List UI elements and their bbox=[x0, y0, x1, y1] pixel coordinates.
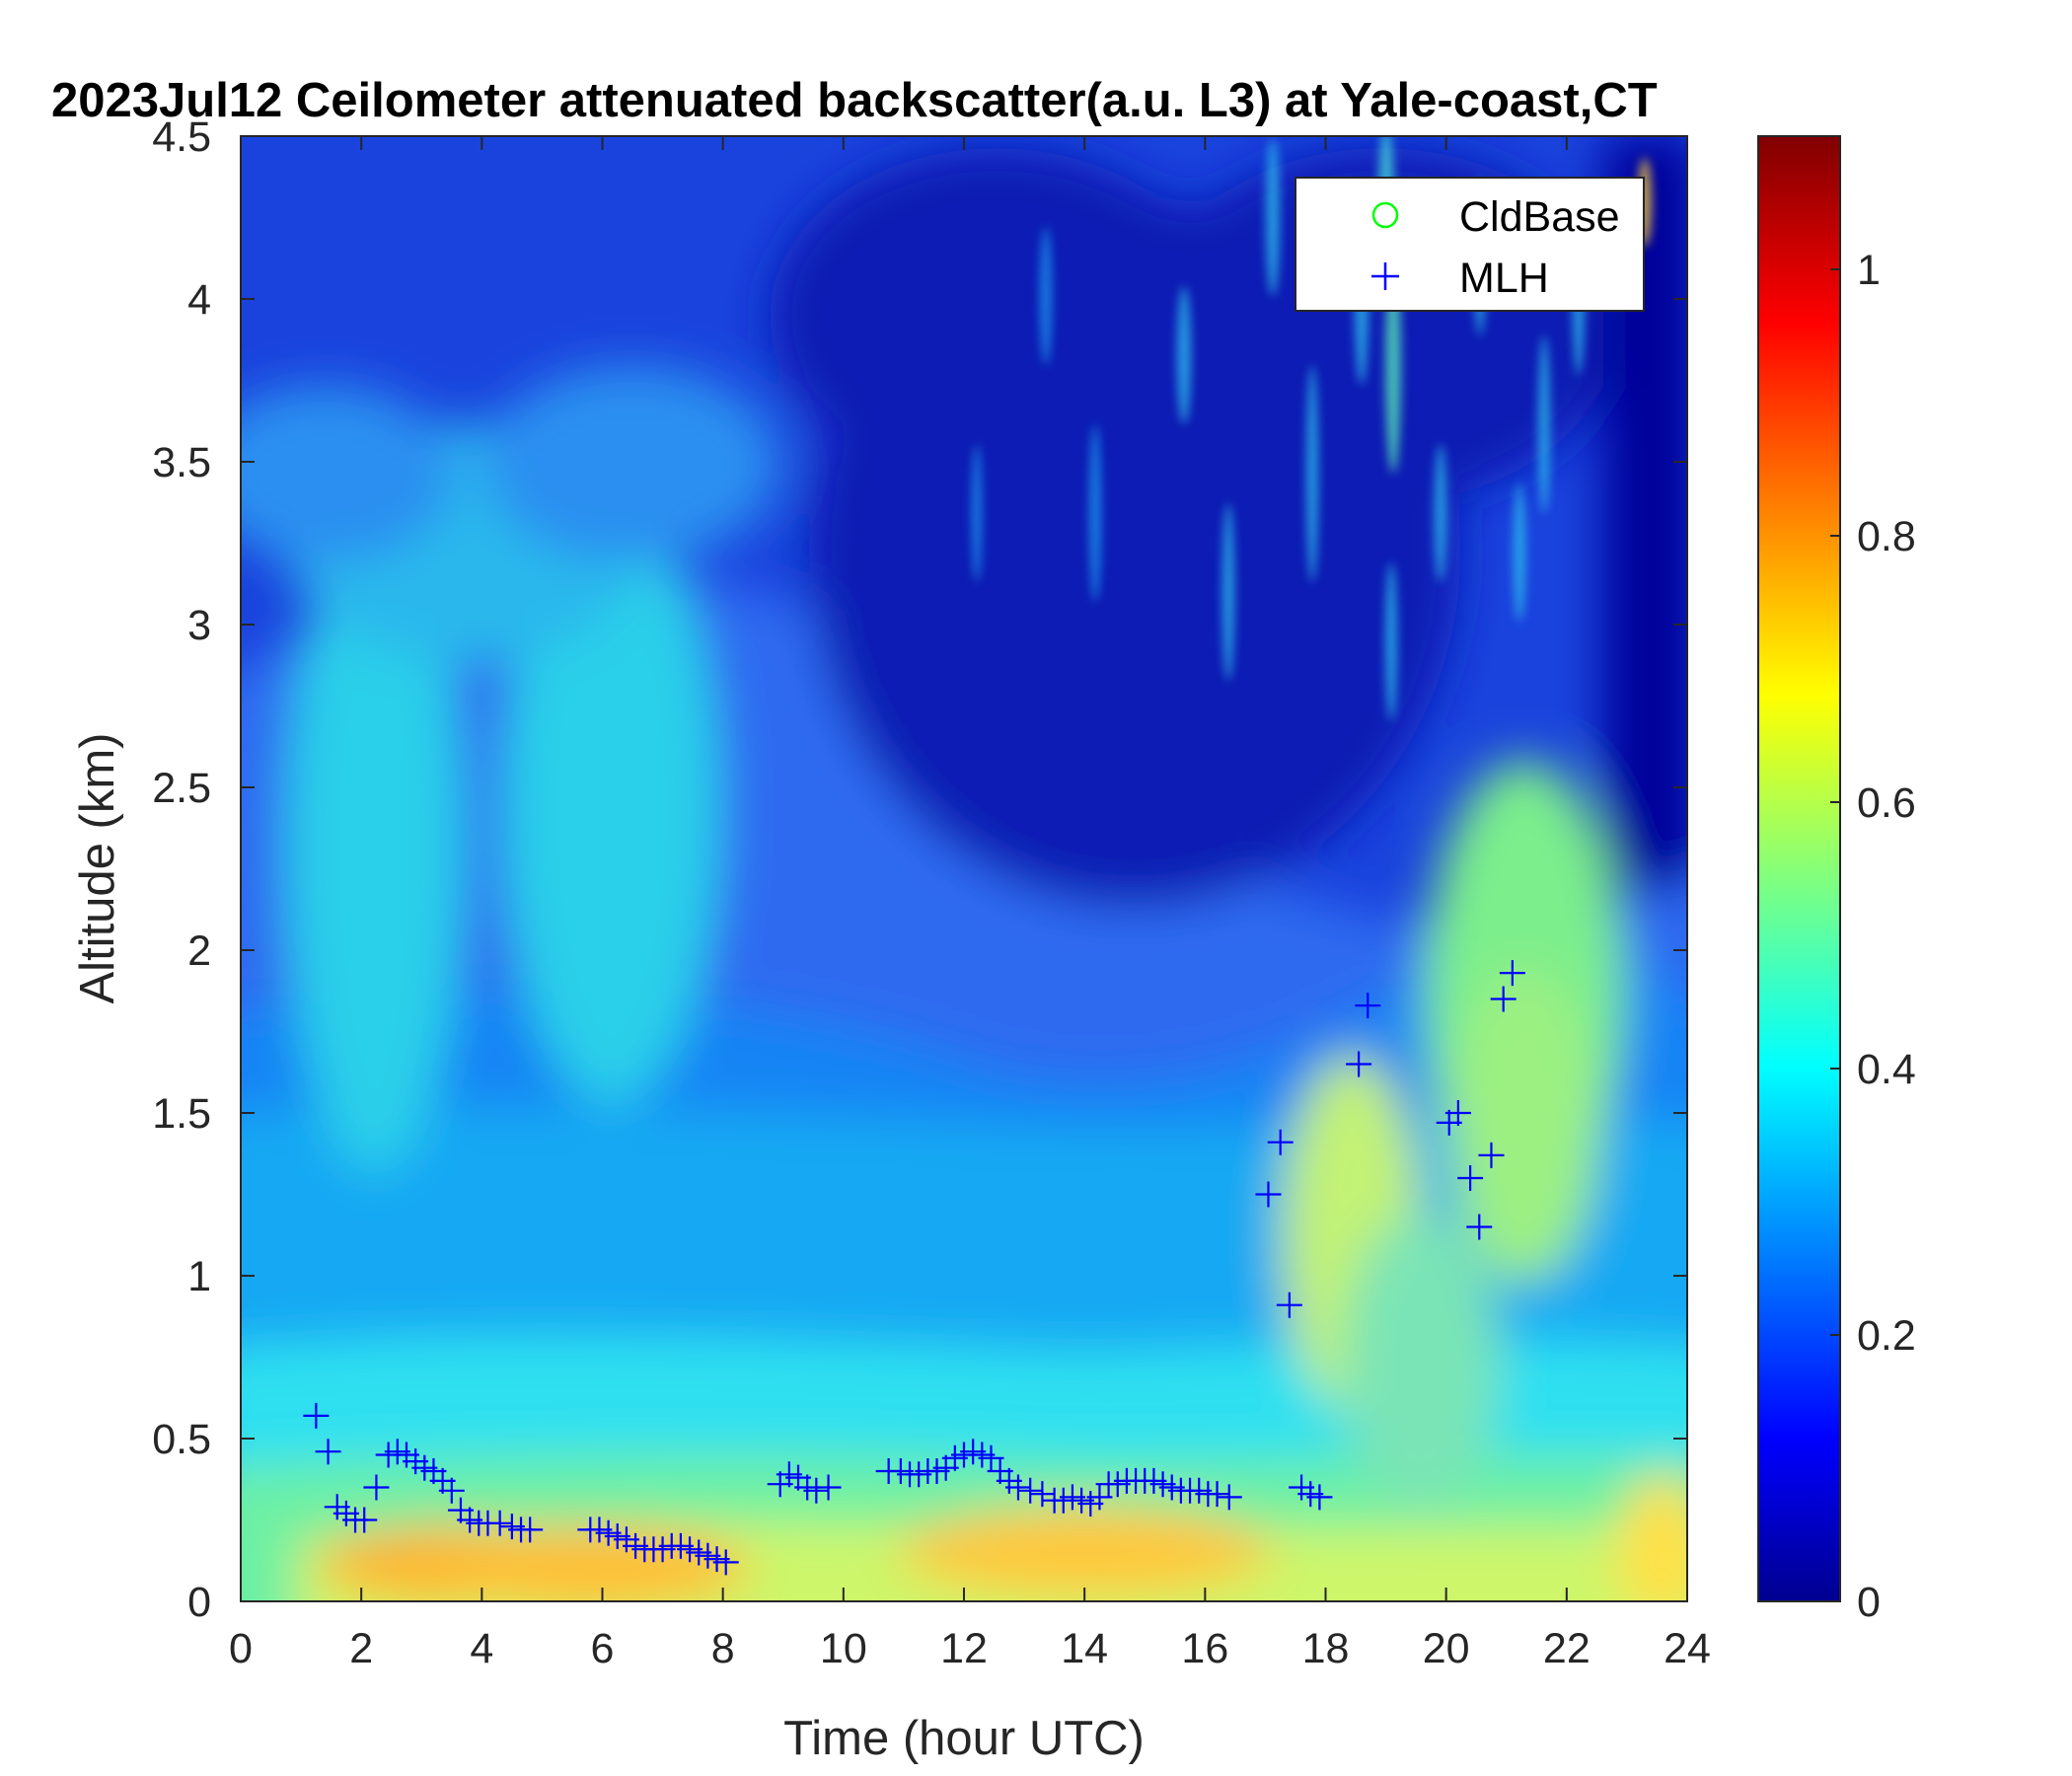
legend-label-mlh: MLH bbox=[1459, 255, 1549, 302]
mlh-legend-marker bbox=[1371, 262, 1399, 290]
colorbar-tick-label: 0.4 bbox=[1857, 1046, 1916, 1093]
mlh-marker bbox=[1004, 1474, 1031, 1501]
mlh-marker bbox=[315, 1439, 341, 1465]
mlh-marker bbox=[1444, 1100, 1471, 1126]
colorbar-ticks: 0 0.2 0.4 0.6 0.8 1 bbox=[1830, 247, 1916, 1626]
x-tick-label: 20 bbox=[1423, 1625, 1470, 1672]
mlh-marker bbox=[517, 1517, 544, 1543]
legend-box bbox=[1295, 177, 1645, 312]
y-tick-label: 4 bbox=[187, 276, 211, 324]
mlh-marker bbox=[351, 1507, 378, 1533]
x-tick-label: 18 bbox=[1302, 1625, 1350, 1672]
colorbar-tick-label: 0.2 bbox=[1857, 1312, 1916, 1360]
x-tick-label: 0 bbox=[229, 1625, 253, 1672]
mlh-marker bbox=[1466, 1214, 1493, 1240]
mlh-marker bbox=[1029, 1481, 1056, 1508]
y-tick-label: 0 bbox=[187, 1579, 211, 1626]
x-tick-label: 24 bbox=[1664, 1625, 1711, 1672]
x-axis: 0 2 4 6 8 10 12 14 16 18 20 22 24 bbox=[229, 136, 1711, 1672]
mlh-marker bbox=[815, 1474, 842, 1501]
mlh-marker bbox=[1478, 1142, 1505, 1168]
colorbar-tick-label: 0.8 bbox=[1857, 513, 1916, 560]
mlh-marker bbox=[1017, 1477, 1044, 1504]
y-tick-label: 2.5 bbox=[152, 765, 211, 812]
x-tick-label: 14 bbox=[1061, 1625, 1108, 1672]
x-tick-label: 22 bbox=[1543, 1625, 1591, 1672]
y-tick-label: 4.5 bbox=[152, 113, 211, 161]
mlh-marker bbox=[1457, 1165, 1484, 1191]
y-tick-label: 2 bbox=[187, 927, 211, 975]
mlh-marker bbox=[1346, 1051, 1372, 1077]
chart-title: 2023Jul12 Ceilometer attenuated backscat… bbox=[51, 74, 1658, 127]
x-tick-label: 4 bbox=[470, 1625, 493, 1672]
x-tick-label: 12 bbox=[940, 1625, 988, 1672]
mlh-marker bbox=[1490, 986, 1517, 1012]
mlh-marker bbox=[1276, 1292, 1302, 1318]
mlh-marker bbox=[363, 1474, 390, 1501]
colorbar-gradient bbox=[1757, 135, 1841, 1602]
mlh-markers bbox=[303, 960, 1525, 1576]
mlh-marker bbox=[1306, 1484, 1333, 1511]
y-tick-label: 1.5 bbox=[152, 1090, 211, 1138]
colorbar-tick-label: 0 bbox=[1857, 1579, 1881, 1626]
y-axis-label: Altitude (km) bbox=[71, 732, 124, 1003]
mlh-marker bbox=[1216, 1484, 1242, 1511]
mlh-marker bbox=[1255, 1181, 1282, 1208]
mlh-marker bbox=[1204, 1481, 1230, 1508]
mlh-marker bbox=[1086, 1484, 1113, 1511]
mlh-marker bbox=[803, 1477, 830, 1504]
x-axis-label: Time (hour UTC) bbox=[783, 1712, 1145, 1765]
colorbar-tick-label: 1 bbox=[1857, 247, 1881, 294]
legend: CldBase MLH bbox=[1295, 177, 1645, 312]
colorbar: 0 0.2 0.4 0.6 0.8 1 bbox=[1757, 135, 1916, 1626]
mlh-marker bbox=[978, 1444, 1004, 1471]
backscatter-heatmap bbox=[241, 136, 1687, 1601]
colorbar-tick-label: 0.6 bbox=[1857, 779, 1916, 827]
x-tick-label: 16 bbox=[1181, 1625, 1228, 1672]
x-tick-label: 6 bbox=[591, 1625, 615, 1672]
x-tick-label: 2 bbox=[349, 1625, 373, 1672]
y-tick-label: 0.5 bbox=[152, 1416, 211, 1463]
y-tick-label: 3.5 bbox=[152, 439, 211, 486]
mlh-marker bbox=[486, 1510, 513, 1536]
mlh-marker bbox=[1267, 1129, 1294, 1155]
mlh-marker bbox=[303, 1402, 330, 1429]
legend-label-cldbase: CldBase bbox=[1459, 193, 1620, 241]
y-tick-label: 3 bbox=[187, 602, 211, 649]
heatmap-smooth-field bbox=[241, 136, 1687, 1601]
y-tick-label: 1 bbox=[187, 1253, 211, 1300]
x-tick-label: 10 bbox=[820, 1625, 867, 1672]
mlh-marker bbox=[1355, 993, 1381, 1019]
x-tick-label: 8 bbox=[711, 1625, 735, 1672]
mlh-marker bbox=[438, 1477, 465, 1504]
mlh-marker bbox=[712, 1549, 739, 1576]
y-axis: 0 0.5 1 1.5 2 2.5 3 3.5 4 4.5 bbox=[152, 113, 1687, 1626]
mlh-marker bbox=[1499, 960, 1525, 987]
cldbase-legend-marker bbox=[1371, 201, 1399, 229]
